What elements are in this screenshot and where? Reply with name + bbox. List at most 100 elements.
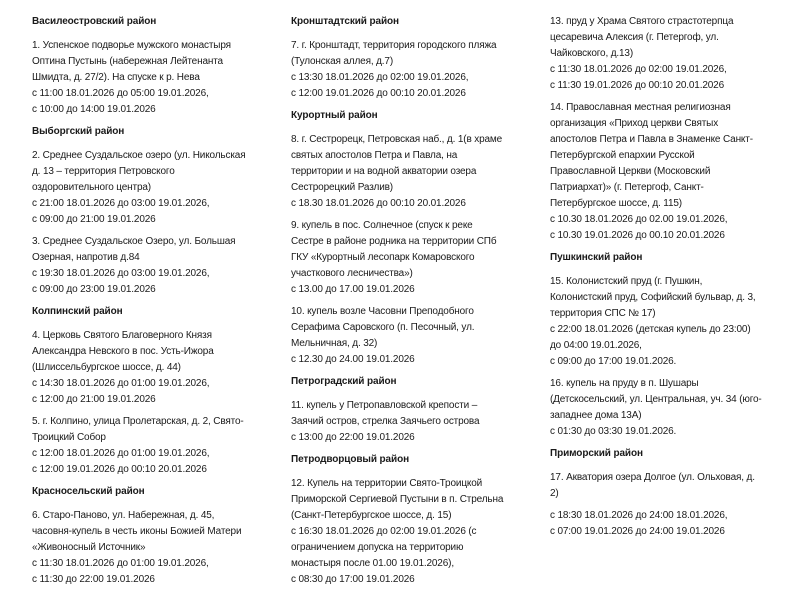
entry-line: Сестре в районе родника на территории СП… (291, 236, 497, 247)
entry-line: (Шлиссельбургское шоссе, д. 44) (32, 362, 181, 373)
entry-line: Колонистский пруд, Софийский бульвар, д.… (550, 292, 756, 303)
entry-line: с 10.30 18.01.2026 до 02.00 19.01.2026, (550, 214, 728, 225)
entry-line: Сестрорецкий Разлив) (291, 182, 393, 193)
entry-line: Заячий остров, стрелка Заячьего острова (291, 416, 480, 427)
entry-line: с 08:30 до 17:00 19.01.2026 (291, 574, 415, 585)
location-entry: 7. г. Кронштадт, территория городского п… (291, 38, 503, 102)
location-entry: 11. купель у Петропавловской крепости – З… (291, 398, 503, 446)
entry-line: с 12:00 19.01.2026 до 00:10 20.01.2026 (291, 88, 466, 99)
entry-line: д. 13 – территория Петровского (32, 166, 175, 177)
location-entry: 4. Церковь Святого Благоверного Князя Але… (32, 328, 245, 408)
district-heading: Петродворцовый район (291, 454, 410, 465)
location-entry: 12. Купель на территории Свято-Троицкой П… (291, 476, 503, 588)
entry-line: часовня-купель в честь иконы Божией Мате… (32, 526, 242, 537)
location-entry: 5. г. Колпино, улица Пролетарская, д. 2,… (32, 414, 245, 478)
entry-line: Александра Невского в пос. Усть-Ижора (32, 346, 214, 357)
entry-line: с 13.00 до 17.00 19.01.2026 (291, 284, 415, 295)
entry-line: с 21:00 18.01.2026 до 03:00 19.01.2026, (32, 198, 210, 209)
entry-line: 6. Старо-Паново, ул. Набережная, д. 45, (32, 510, 215, 521)
entry-line: 17. Акватория озера Долгое (ул. Ольховая… (550, 472, 755, 483)
location-entry: 17. Акватория озера Долгое (ул. Ольховая… (550, 470, 762, 502)
district-heading: Кронштадтский район (291, 16, 399, 27)
entry-line: с 11:30 18.01.2026 до 02:00 19.01.2026, (550, 64, 727, 75)
entry-line: с 16:30 18.01.2026 до 02:00 19.01.2026 (… (291, 526, 477, 537)
entry-line: с 10.30 19.01.2026 до 00.10 20.01.2026 (550, 230, 725, 241)
entry-line: святых апостолов Петра и Павла, на (291, 150, 458, 161)
entry-line: оздоровительного центра) (32, 182, 151, 193)
district-heading: Петроградский район (291, 376, 397, 387)
location-entry: 13. пруд у Храма Святого страстотерпца це… (550, 14, 762, 94)
entry-line: 5. г. Колпино, улица Пролетарская, д. 2,… (32, 416, 244, 427)
entry-line: Мельничная, д. 32) (291, 338, 378, 349)
entry-line: 16. купель на пруду в п. Шушары (550, 378, 699, 389)
entry-line: 11. купель у Петропавловской крепости – (291, 400, 478, 411)
entry-line: с 07:00 19.01.2026 до 24:00 19.01.2026 (550, 526, 725, 537)
entry-line: с 12:00 до 21:00 19.01.2026 (32, 394, 156, 405)
entry-line: цесаревича Алексия (г. Петергоф, ул. (550, 32, 719, 43)
entry-line: «Живоносный Источник» (32, 542, 146, 553)
location-entry: 8. г. Сестрорецк, Петровская наб., д. 1(… (291, 132, 503, 212)
column-2: Кронштадтский район 7. г. Кронштадт, терр… (291, 14, 503, 594)
location-entry: 14. Православная местная религиозная орга… (550, 100, 762, 244)
entry-line: Шмидта, д. 27/2). На спуске к р. Нева (32, 72, 200, 83)
entry-line: 4. Церковь Святого Благоверного Князя (32, 330, 212, 341)
location-entry: с 18:30 18.01.2026 до 24:00 18.01.2026, с… (550, 508, 762, 540)
entry-line: монастыря после 01.00 19.01.2026), (291, 558, 454, 569)
location-entry: 9. купель в пос. Солнечное (спуск к реке… (291, 218, 503, 298)
entry-line: с 18.30 18.01.2026 до 00:10 20.01.2026 (291, 198, 466, 209)
entry-line: с 13:00 до 22:00 19.01.2026 (291, 432, 415, 443)
entry-line: 1. Успенское подворье мужского монастыря (32, 40, 231, 51)
location-entry: 6. Старо-Паново, ул. Набережная, д. 45, ч… (32, 508, 245, 588)
entry-line: Чайковского, д.13) (550, 48, 634, 59)
entry-line: до 04:00 19.01.2026, (550, 340, 642, 351)
entry-line: с 10:00 до 14:00 19.01.2026 (32, 104, 156, 115)
district-heading: Приморский район (550, 448, 643, 459)
entry-line: с 22:00 18.01.2026 (детская купель до 23… (550, 324, 751, 335)
location-entry: 16. купель на пруду в п. Шушары (Детскосе… (550, 376, 762, 440)
entry-line: с 09:00 до 17:00 19.01.2026. (550, 356, 677, 367)
entry-line: с 14:30 18.01.2026 до 01:00 19.01.2026, (32, 378, 210, 389)
entry-line: 10. купель возле Часовни Преподобного (291, 306, 474, 317)
entry-line: участкового лесничества») (291, 268, 413, 279)
entry-line: апостолов Петра и Павла в Знаменке Санкт… (550, 134, 753, 145)
entry-line: ограничением допуска на территорию (291, 542, 464, 553)
entry-line: Православной Церкви (Московский (550, 166, 711, 177)
entry-line: Оптина Пустынь (набережная Лейтенанта (32, 56, 223, 67)
location-entry: 1. Успенское подворье мужского монастыря… (32, 38, 245, 118)
district-heading: Колпинский район (32, 306, 123, 317)
column-3: 13. пруд у Храма Святого страстотерпца це… (550, 14, 762, 546)
entry-line: с 13:30 18.01.2026 до 02:00 19.01.2026, (291, 72, 469, 83)
entry-line: 14. Православная местная религиозная (550, 102, 731, 113)
entry-line: Патриархат)» (г. Петергоф, Санкт- (550, 182, 704, 193)
entry-line: ГКУ «Курортный лесопарк Комаровского (291, 252, 475, 263)
entry-line: с 09:00 до 23:00 19.01.2026 (32, 284, 156, 295)
entry-line: западнее дома 13А) (550, 410, 642, 421)
entry-line: Троицкий Собор (32, 432, 106, 443)
district-heading: Пушкинский район (550, 252, 643, 263)
district-heading: Василеостровский район (32, 16, 157, 27)
entry-line: Озерная, напротив д.84 (32, 252, 140, 263)
entry-line: Приморской Сергиевой Пустыни в п. Стрель… (291, 494, 504, 505)
entry-line: Петербургской епархии Русской (550, 150, 695, 161)
entry-line: с 12:00 19.01.2026 до 00:10 20.01.2026 (32, 464, 207, 475)
entry-line: Серафима Саровского (п. Песочный, ул. (291, 322, 475, 333)
district-heading: Красносельский район (32, 486, 145, 497)
location-entry: 10. купель возле Часовни Преподобного Сер… (291, 304, 503, 368)
location-entry: 2. Среднее Суздальское озеро (ул. Николь… (32, 148, 246, 228)
entry-line: (Санкт-Петербургское шоссе, д. 15) (291, 510, 452, 521)
entry-line: 15. Колонистский пруд (г. Пушкин, (550, 276, 703, 287)
entry-line: с 18:30 18.01.2026 до 24:00 18.01.2026, (550, 510, 728, 521)
entry-line: территории и на водной акватории озера (291, 166, 477, 177)
entry-line: (Тулонская аллея, д.7) (291, 56, 394, 67)
entry-line: 7. г. Кронштадт, территория городского п… (291, 40, 497, 51)
entry-line: (Детскосельский, ул. Центральная, уч. 34… (550, 394, 762, 405)
entry-line: с 09:00 до 21:00 19.01.2026 (32, 214, 156, 225)
entry-line: с 11:00 18.01.2026 до 05:00 19.01.2026, (32, 88, 209, 99)
entry-line: 13. пруд у Храма Святого страстотерпца (550, 16, 734, 27)
district-heading: Курортный район (291, 110, 378, 121)
entry-line: организация «Приход церкви Святых (550, 118, 719, 129)
entry-line: 12. Купель на территории Свято-Троицкой (291, 478, 483, 489)
entry-line: с 11:30 до 22:00 19.01.2026 (32, 574, 155, 585)
column-1: Василеостровский район 1. Успенское подво… (32, 14, 246, 594)
entry-line: 3. Среднее Суздальское Озеро, ул. Больша… (32, 236, 236, 247)
